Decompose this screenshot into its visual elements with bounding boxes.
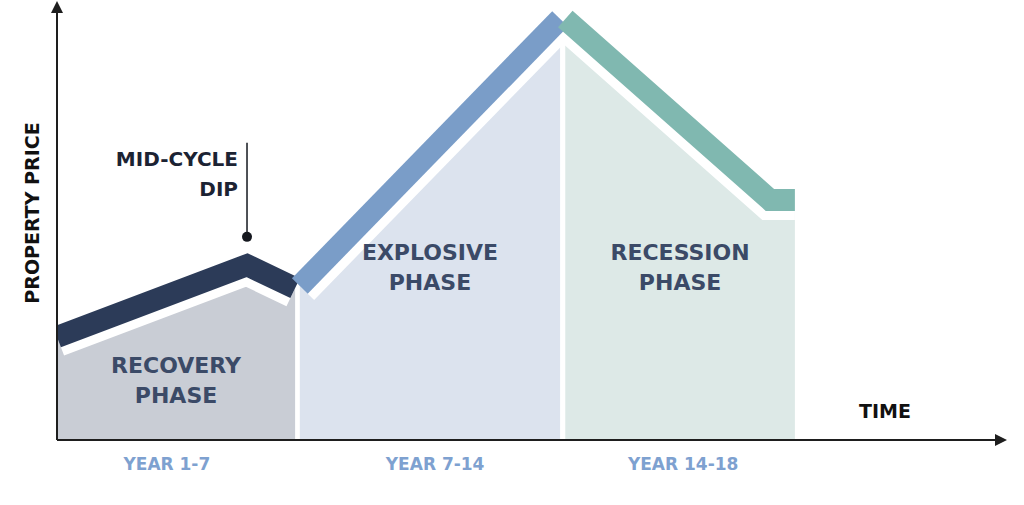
svg-text:EXPLOSIVEPHASE: EXPLOSIVEPHASE: [362, 240, 498, 295]
svg-text:MID-CYCLEDIP: MID-CYCLEDIP: [116, 147, 238, 201]
svg-text:YEAR 7-14: YEAR 7-14: [385, 454, 485, 474]
svg-text:PROPERTY PRICE: PROPERTY PRICE: [21, 122, 43, 303]
svg-text:YEAR 14-18: YEAR 14-18: [627, 454, 738, 474]
svg-text:TIME: TIME: [859, 400, 911, 422]
svg-text:RECOVERYPHASE: RECOVERYPHASE: [111, 353, 242, 408]
svg-text:YEAR 1-7: YEAR 1-7: [122, 454, 210, 474]
svg-text:RECESSIONPHASE: RECESSIONPHASE: [611, 240, 750, 295]
